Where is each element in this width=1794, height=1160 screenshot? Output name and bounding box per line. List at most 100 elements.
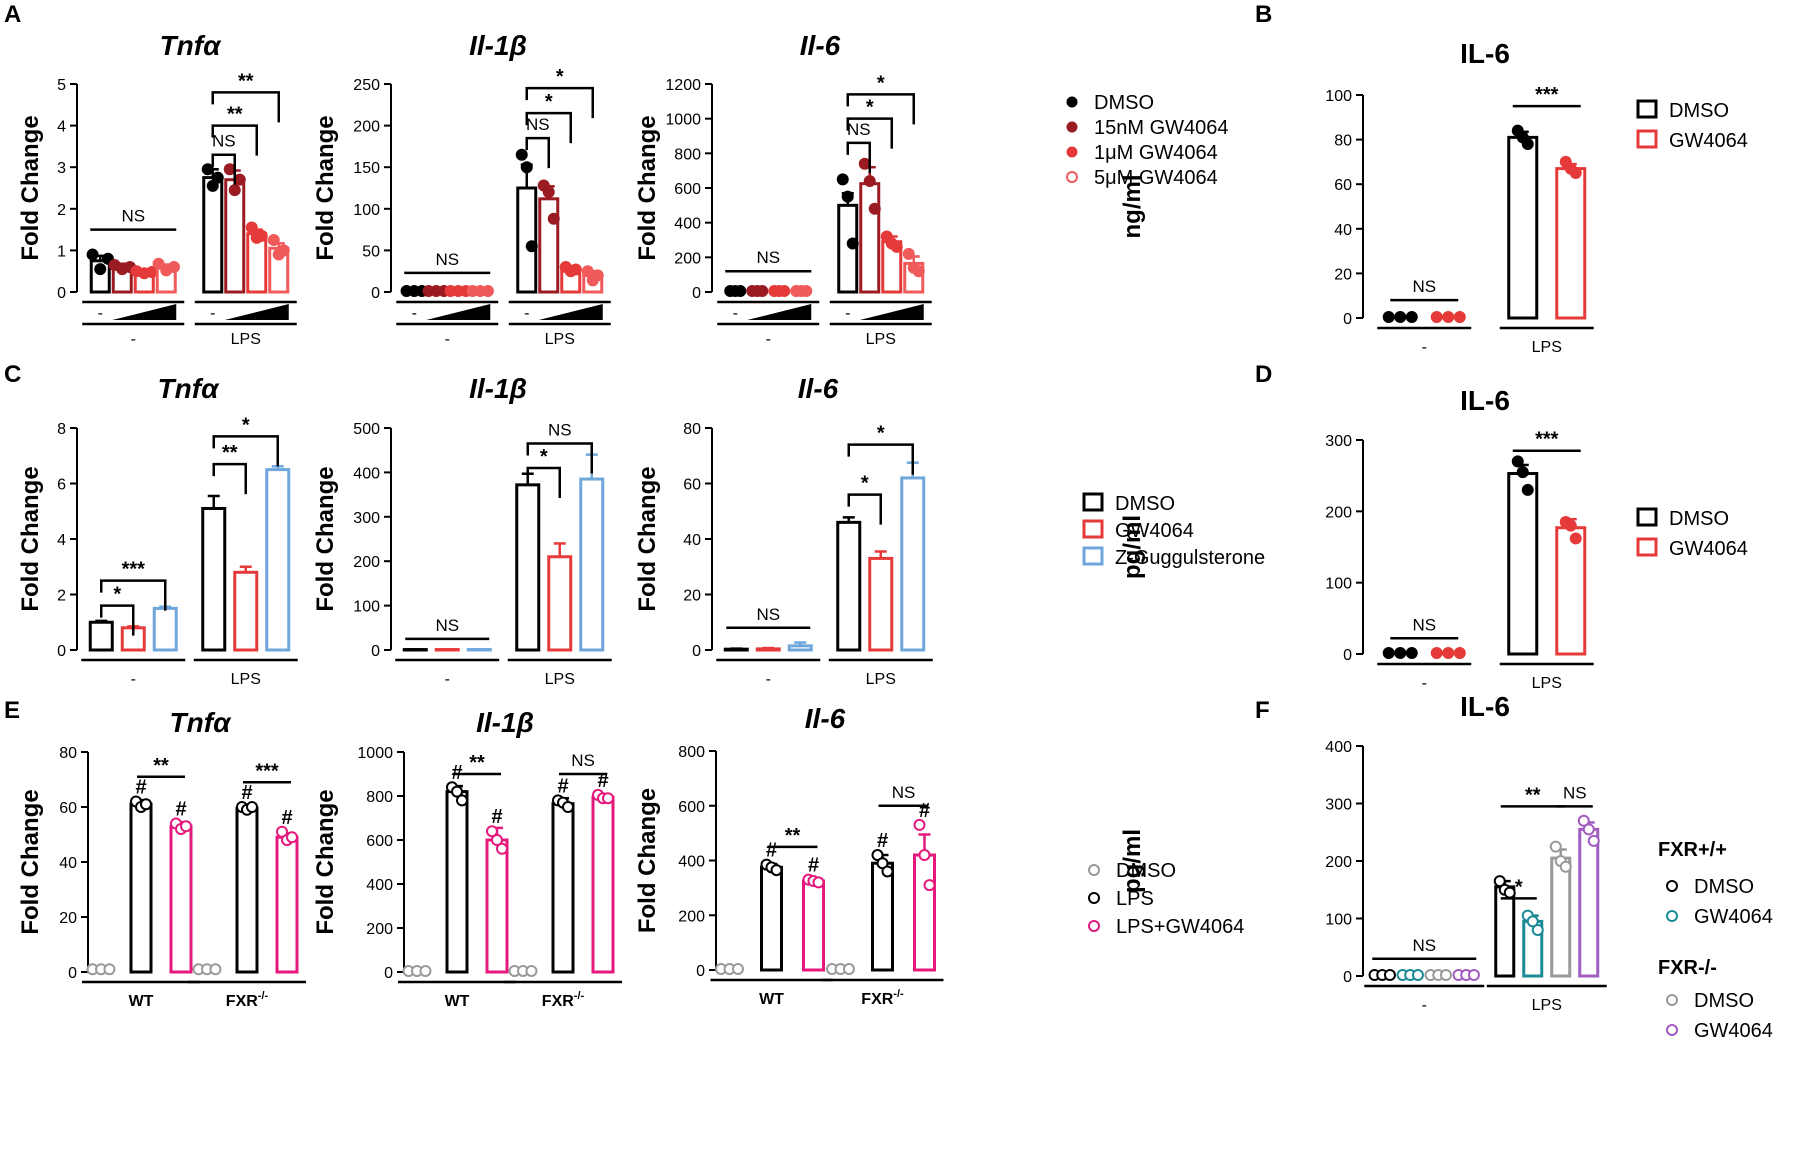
significance-label: ** (227, 104, 243, 126)
significance-bracket (847, 493, 882, 525)
group-label-: - (445, 331, 450, 348)
legend-label: DMSO (1116, 860, 1176, 882)
significance-label: * (866, 97, 874, 119)
data-point (451, 785, 463, 798)
group-label-: - (445, 671, 450, 688)
y-tick-label: 1000 (665, 112, 701, 129)
legend-swatch (1088, 864, 1100, 876)
bar-lps-fxr (551, 802, 575, 974)
bar-gw4064-lps (547, 555, 573, 652)
bar-z-guggulsterone-lps (265, 468, 291, 652)
group-label-wt: WT (129, 993, 154, 1010)
data-point (1569, 532, 1582, 545)
y-tick-label: 60 (59, 800, 77, 817)
significance-hash: # (281, 807, 292, 829)
legend-swatch (1082, 492, 1104, 512)
data-point (923, 879, 936, 892)
data-point (868, 202, 881, 215)
group-label-lps: LPS (1532, 675, 1562, 692)
legend-label: Z-Guggulsterone (1115, 547, 1265, 569)
chart-title: Il-1β (469, 30, 527, 61)
y-tick-label: 0 (696, 963, 705, 980)
y-tick-label: 20 (59, 910, 77, 927)
significance-label: NS (1412, 615, 1436, 634)
significance-label: * (877, 423, 885, 445)
y-axis-label: Fold Change (634, 466, 661, 611)
data-point (913, 818, 926, 831)
data-point (245, 221, 258, 234)
legend-item-dmso: DMSO (1082, 492, 1175, 515)
data-point (152, 257, 165, 270)
chart-e3: Il-6 Fold Change 0 200 400 600 800 # # # # WT FXR-/-… (634, 703, 944, 1008)
data-point (525, 240, 538, 253)
legend-label: GW4064 (1669, 130, 1748, 152)
significance-bracket (525, 136, 550, 169)
group-label-: - (766, 331, 771, 348)
significance-bracket (526, 466, 561, 498)
y-tick-label: 8 (57, 421, 66, 438)
significance-bracket (525, 86, 594, 119)
data-point (515, 148, 528, 161)
data-point (1467, 969, 1480, 981)
control-dash: - (210, 305, 215, 322)
significance-label: NS (756, 248, 780, 267)
y-tick-label: 200 (353, 554, 380, 571)
significance-label: *** (1535, 84, 1559, 106)
legend-f: FXR+/+ DMSO GW4064 FXR-/- DMSO GW4064 (1658, 839, 1773, 1042)
data-point (863, 175, 876, 188)
significance-label: NS (121, 207, 145, 226)
dose-triangle (538, 304, 603, 320)
bar-gw4064-lps (868, 556, 894, 652)
bar-dmso-lps (1507, 472, 1539, 656)
data-point (812, 876, 825, 889)
svg-text:E: E (4, 697, 20, 724)
data-point (1442, 647, 1455, 659)
y-tick-label: 0 (692, 285, 701, 302)
data-point (94, 263, 107, 276)
y-tick-label: 250 (353, 77, 380, 94)
legend-label: DMSO (1115, 493, 1175, 515)
significance-bracket (212, 435, 279, 467)
legend-header: FXR+/+ (1658, 839, 1727, 861)
group-label-fxr: FXR-/- (861, 988, 904, 1008)
legend-swatch (1636, 129, 1658, 149)
data-point (246, 801, 258, 813)
legend-label: 5μM GW4064 (1094, 167, 1218, 189)
group-label-: - (1422, 997, 1427, 1014)
legend-swatch (1066, 96, 1078, 108)
significance-hash: # (135, 777, 146, 799)
data-point (918, 849, 931, 862)
panel-label-b: B (1255, 1, 1272, 28)
data-point (1577, 814, 1590, 827)
data-point (1411, 969, 1424, 981)
legend-item-gw4064: GW4064 (1636, 129, 1748, 152)
data-point (1394, 311, 1407, 323)
data-point (562, 801, 574, 813)
y-axis-label: Fold Change (17, 115, 44, 260)
data-point (223, 163, 236, 176)
data-point (201, 163, 214, 176)
y-tick-label: 100 (353, 599, 380, 616)
data-point (496, 842, 508, 855)
y-tick-label: 20 (1334, 266, 1352, 283)
group-label-fxr: FXR-/- (542, 990, 585, 1010)
y-tick-label: 100 (1325, 912, 1352, 929)
group-label-: - (131, 671, 136, 688)
data-point (1569, 167, 1582, 180)
y-tick-label: 60 (1334, 177, 1352, 194)
significance-bracket (100, 604, 135, 636)
chart-title: Il-1β (469, 373, 527, 404)
bar-z-guggulsterone- (787, 644, 813, 652)
legend-swatch (1082, 519, 1104, 539)
data-point (209, 963, 222, 976)
significance-hash: # (175, 799, 186, 821)
y-tick-label: 800 (366, 789, 393, 806)
y-tick-label: 0 (1343, 311, 1352, 328)
legend-swatch (1636, 99, 1658, 119)
bar-dmso-lps (515, 483, 541, 652)
group-label-lps: LPS (231, 331, 261, 348)
control-dash: - (98, 305, 103, 322)
significance-label: * (1515, 876, 1523, 898)
